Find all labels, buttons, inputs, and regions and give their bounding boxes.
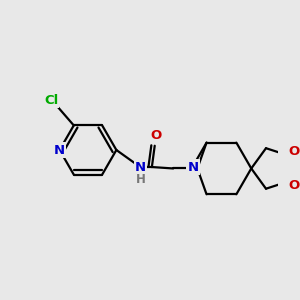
Text: N: N — [54, 143, 65, 157]
Text: O: O — [288, 145, 300, 158]
Text: H: H — [136, 173, 146, 186]
Text: N: N — [135, 160, 146, 173]
Text: O: O — [151, 129, 162, 142]
Text: Cl: Cl — [44, 94, 58, 107]
Text: N: N — [188, 160, 199, 173]
Text: O: O — [288, 179, 300, 192]
